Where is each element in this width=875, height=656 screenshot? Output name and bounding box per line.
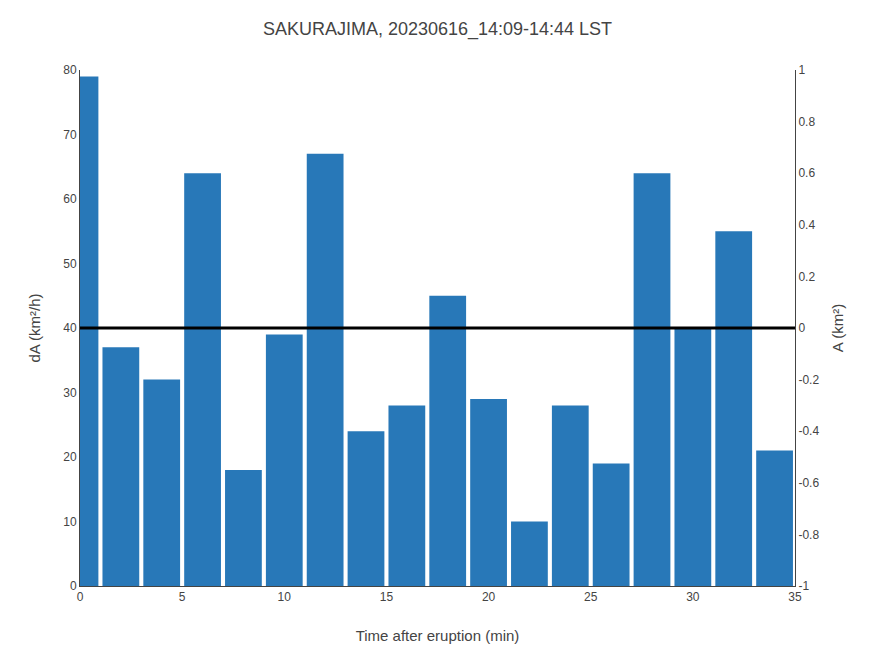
svg-text:0.6: 0.6 xyxy=(798,166,815,180)
svg-text:0.2: 0.2 xyxy=(798,270,815,284)
svg-text:-1: -1 xyxy=(798,579,809,593)
svg-text:-0.8: -0.8 xyxy=(798,528,819,542)
svg-text:0: 0 xyxy=(77,590,84,604)
svg-text:dA (km²/h): dA (km²/h) xyxy=(26,293,43,362)
svg-text:80: 80 xyxy=(63,63,77,77)
svg-text:5: 5 xyxy=(179,590,186,604)
svg-text:40: 40 xyxy=(63,321,77,335)
svg-text:0.8: 0.8 xyxy=(798,115,815,129)
svg-text:25: 25 xyxy=(584,590,598,604)
svg-text:-0.4: -0.4 xyxy=(798,424,819,438)
svg-text:0: 0 xyxy=(798,321,805,335)
svg-text:30: 30 xyxy=(686,590,700,604)
svg-text:20: 20 xyxy=(482,590,496,604)
svg-text:0.4: 0.4 xyxy=(798,218,815,232)
svg-text:10: 10 xyxy=(63,515,77,529)
svg-text:15: 15 xyxy=(380,590,394,604)
svg-text:70: 70 xyxy=(63,128,77,142)
svg-text:-0.2: -0.2 xyxy=(798,373,819,387)
svg-text:60: 60 xyxy=(63,192,77,206)
svg-text:10: 10 xyxy=(278,590,292,604)
svg-text:30: 30 xyxy=(63,386,77,400)
svg-text:1: 1 xyxy=(798,63,805,77)
svg-text:20: 20 xyxy=(63,450,77,464)
svg-text:0: 0 xyxy=(70,579,77,593)
svg-text:35: 35 xyxy=(788,590,802,604)
svg-text:Time after eruption (min): Time after eruption (min) xyxy=(356,627,520,644)
svg-text:SAKURAJIMA, 20230616_14:09-14:: SAKURAJIMA, 20230616_14:09-14:44 LST xyxy=(263,19,612,40)
svg-text:50: 50 xyxy=(63,257,77,271)
svg-text:-0.6: -0.6 xyxy=(798,476,819,490)
svg-text:A (km²): A (km²) xyxy=(829,304,846,352)
